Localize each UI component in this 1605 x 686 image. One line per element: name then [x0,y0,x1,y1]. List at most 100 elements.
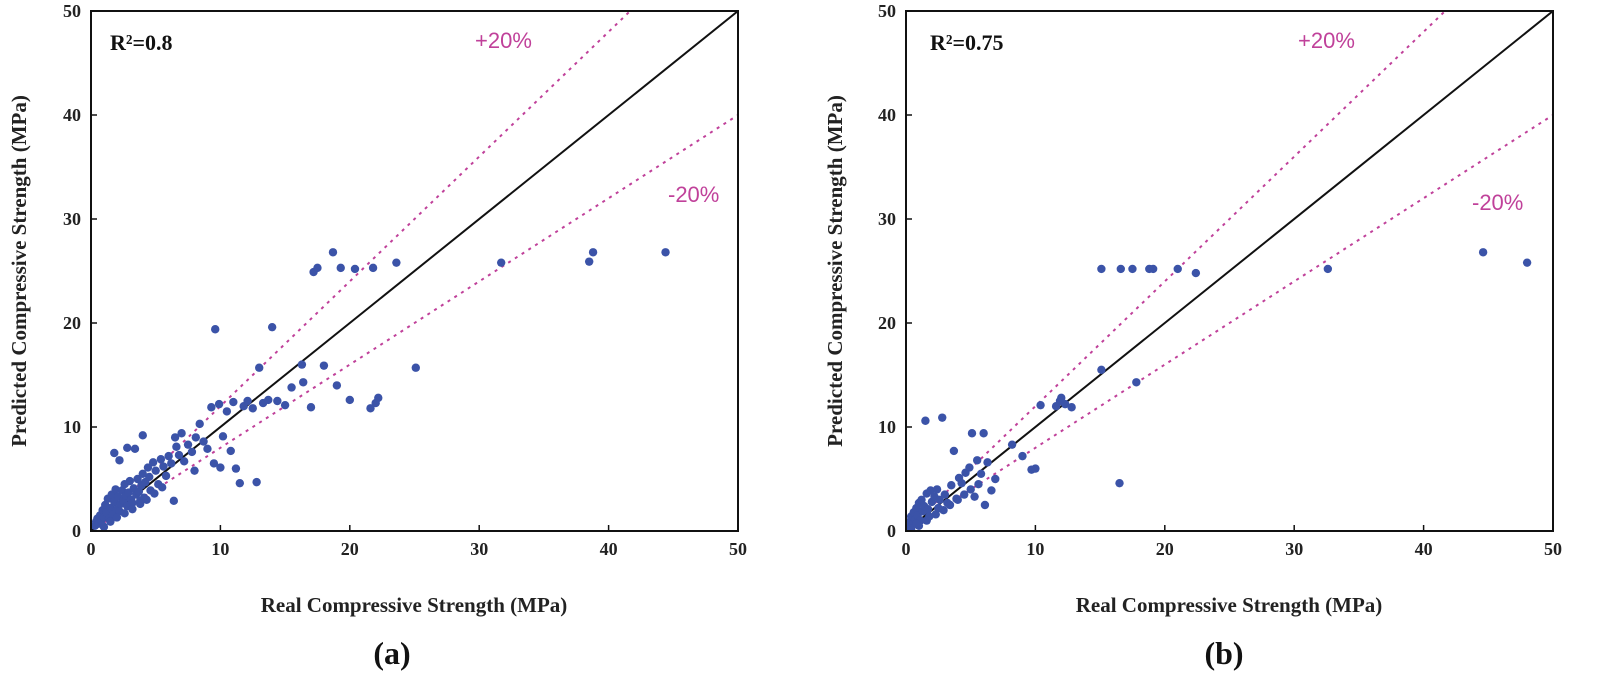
data-point-a-104 [112,513,122,522]
data-point-a-105 [120,509,129,518]
x-tick-label-a-4: 40 [600,539,618,559]
data-point-a-16 [111,485,120,494]
x-tick-label-a-5: 50 [729,539,747,559]
data-point-a-57 [191,433,201,442]
lower-band-label-b: -20% [1472,190,1523,215]
data-point-b-52 [1116,264,1126,274]
x-tick-label-b-2: 20 [1156,539,1174,559]
data-point-b-53 [1128,264,1137,274]
data-point-b-22 [940,490,950,499]
r2-label-a: R²=0.8 [110,30,173,55]
x-axis-label-a: Real Compressive Strength (MPa) [261,593,568,617]
lower-band-label-a: -20% [668,182,719,207]
y-tick-label-b-1: 10 [878,417,896,437]
data-point-a-89 [336,263,345,273]
x-tick-label-b-1: 10 [1026,539,1044,559]
data-point-a-71 [243,396,252,406]
data-point-b-75 [1057,393,1066,403]
data-point-a-107 [135,499,145,509]
plus-20-percent-line-b [906,11,1447,531]
data-point-a-67 [229,397,238,407]
data-point-a-110 [157,483,167,492]
data-point-a-93 [368,263,378,273]
data-point-b-32 [970,492,979,501]
x-axis-label-b: Real Compressive Strength (MPa) [1076,593,1383,617]
data-point-a-102 [99,522,109,531]
data-point-a-56 [187,447,197,457]
data-point-b-15 [923,504,933,514]
data-point-b-47 [1060,399,1070,409]
x-tick-label-a-0: 0 [87,539,96,559]
x-tick-label-b-0: 0 [902,539,911,559]
x-tick-label-b-4: 40 [1415,539,1433,559]
data-point-a-106 [128,504,137,514]
data-point-a-54 [179,457,189,466]
data-point-a-63 [214,399,224,409]
data-point-a-83 [306,403,316,412]
data-point-a-55 [183,440,193,449]
plot-frame-b [905,10,1554,532]
data-point-a-79 [280,400,290,410]
data-point-b-73 [966,485,975,494]
data-point-b-37 [983,458,992,467]
upper-band-label-b: +20% [1298,28,1355,53]
data-point-a-80 [287,383,296,392]
data-point-a-45 [156,455,166,464]
data-point-b-16 [926,486,935,495]
data-point-b-69 [912,519,921,528]
y-tick-label-b-2: 20 [878,313,896,333]
y-tick-label-b-0: 0 [887,521,896,541]
data-point-b-48 [1067,403,1076,412]
data-point-a-103 [106,517,115,526]
data-point-a-95 [374,393,383,403]
data-point-a-109 [150,489,159,498]
data-point-a-48 [164,451,173,461]
plot-frame-a [90,10,739,532]
data-point-b-39 [991,474,1000,484]
y-tick-label-b-5: 50 [878,1,896,21]
data-point-b-41 [1018,451,1027,461]
data-point-b-20 [935,495,944,504]
y-axis-label-a: Predicted Compressive Strength (MPa) [7,95,31,447]
identity-line-b [906,11,1553,531]
upper-band-label-a: +20% [475,28,532,53]
y-tick-label-a-1: 10 [63,417,81,437]
plus-20-percent-line-a [91,11,632,531]
data-point-a-115 [123,443,132,452]
data-point-b-50 [1097,264,1106,274]
y-tick-label-a-3: 30 [63,209,81,229]
data-point-a-118 [209,459,219,468]
data-point-b-35 [979,429,988,438]
panel-label-a: (a) [373,635,410,671]
data-point-a-68 [231,464,241,473]
data-point-b-40 [1007,440,1017,449]
data-point-a-117 [190,466,199,475]
data-point-b-36 [980,500,990,510]
data-point-b-19 [932,485,942,494]
data-point-a-53 [177,429,186,438]
data-point-a-46 [159,462,168,471]
panel-label-b: (b) [1204,635,1243,671]
data-point-a-42 [148,458,158,467]
data-point-a-85 [313,263,322,273]
data-point-a-91 [350,264,360,274]
data-point-a-87 [328,248,338,257]
data-point-a-65 [222,407,232,416]
data-point-a-74 [255,363,264,372]
data-point-a-108 [142,495,151,504]
data-point-a-52 [174,450,184,460]
y-tick-label-a-0: 0 [72,521,81,541]
data-point-b-66 [945,500,955,510]
data-point-b-28 [957,478,966,488]
data-point-a-43 [151,466,160,475]
data-point-b-43 [1031,464,1040,473]
data-point-a-97 [411,363,420,372]
data-point-b-56 [1148,264,1158,274]
data-point-a-119 [216,463,225,472]
data-point-a-59 [199,437,208,446]
data-point-b-34 [976,469,986,478]
x-tick-label-a-3: 30 [470,539,488,559]
data-point-a-114 [110,448,119,458]
data-point-b-24 [947,481,956,490]
